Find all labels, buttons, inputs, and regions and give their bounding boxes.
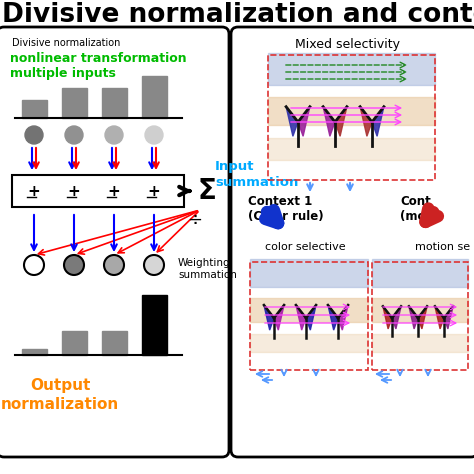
Polygon shape <box>274 305 284 330</box>
Bar <box>268 55 435 180</box>
Polygon shape <box>328 305 338 330</box>
Text: Divisive normalization: Divisive normalization <box>12 38 120 48</box>
Bar <box>372 262 468 370</box>
Text: +: + <box>68 183 81 199</box>
Polygon shape <box>264 305 274 330</box>
Polygon shape <box>323 107 335 137</box>
Polygon shape <box>298 107 310 137</box>
Text: Mixed selectivity: Mixed selectivity <box>295 38 401 51</box>
Polygon shape <box>360 107 372 137</box>
Text: +: + <box>27 183 40 199</box>
Polygon shape <box>372 107 384 137</box>
Circle shape <box>65 126 83 144</box>
Polygon shape <box>383 306 392 329</box>
Polygon shape <box>335 107 347 137</box>
Bar <box>268 97 435 125</box>
Bar <box>62 88 87 118</box>
Circle shape <box>64 255 84 275</box>
Bar <box>250 298 368 322</box>
Circle shape <box>105 126 123 144</box>
Text: color selective: color selective <box>264 242 346 252</box>
Bar <box>372 259 468 287</box>
Text: ÷: ÷ <box>188 211 202 229</box>
Text: Context 1
(Color rule): Context 1 (Color rule) <box>248 195 324 223</box>
Polygon shape <box>338 305 348 330</box>
Bar <box>250 259 368 287</box>
Text: Output
normalization: Output normalization <box>1 378 119 411</box>
Text: Input
summation: Input summation <box>215 160 298 189</box>
Bar <box>142 295 167 355</box>
Circle shape <box>24 255 44 275</box>
Text: nonlinear transformation
multiple inputs: nonlinear transformation multiple inputs <box>10 52 187 80</box>
Circle shape <box>144 255 164 275</box>
Bar <box>250 334 368 352</box>
Polygon shape <box>435 306 444 329</box>
Text: Σ: Σ <box>198 177 217 205</box>
Bar <box>22 349 47 355</box>
Text: Weighting
summation: Weighting summation <box>178 258 237 281</box>
Polygon shape <box>418 306 427 329</box>
Bar <box>372 298 468 322</box>
Circle shape <box>145 126 163 144</box>
Polygon shape <box>392 306 401 329</box>
Bar <box>62 331 87 355</box>
Polygon shape <box>444 306 453 329</box>
Bar <box>22 100 47 118</box>
Polygon shape <box>409 306 418 329</box>
Bar <box>102 88 127 118</box>
Bar <box>372 334 468 352</box>
Polygon shape <box>306 305 316 330</box>
Polygon shape <box>286 107 298 137</box>
Text: motion se: motion se <box>415 242 470 252</box>
Polygon shape <box>296 305 306 330</box>
Text: +: + <box>108 183 120 199</box>
Text: Divisive normalization and context-dependence: Divisive normalization and context-depen… <box>2 2 474 28</box>
FancyBboxPatch shape <box>231 27 474 457</box>
Bar <box>268 53 435 85</box>
FancyBboxPatch shape <box>0 27 229 457</box>
Bar <box>142 76 167 118</box>
Circle shape <box>25 126 43 144</box>
Text: Cont
(mo: Cont (mo <box>400 195 431 223</box>
Bar <box>12 175 184 207</box>
Bar <box>102 331 127 355</box>
Bar <box>268 138 435 160</box>
Bar <box>250 262 368 370</box>
Circle shape <box>104 255 124 275</box>
Text: +: + <box>147 183 160 199</box>
